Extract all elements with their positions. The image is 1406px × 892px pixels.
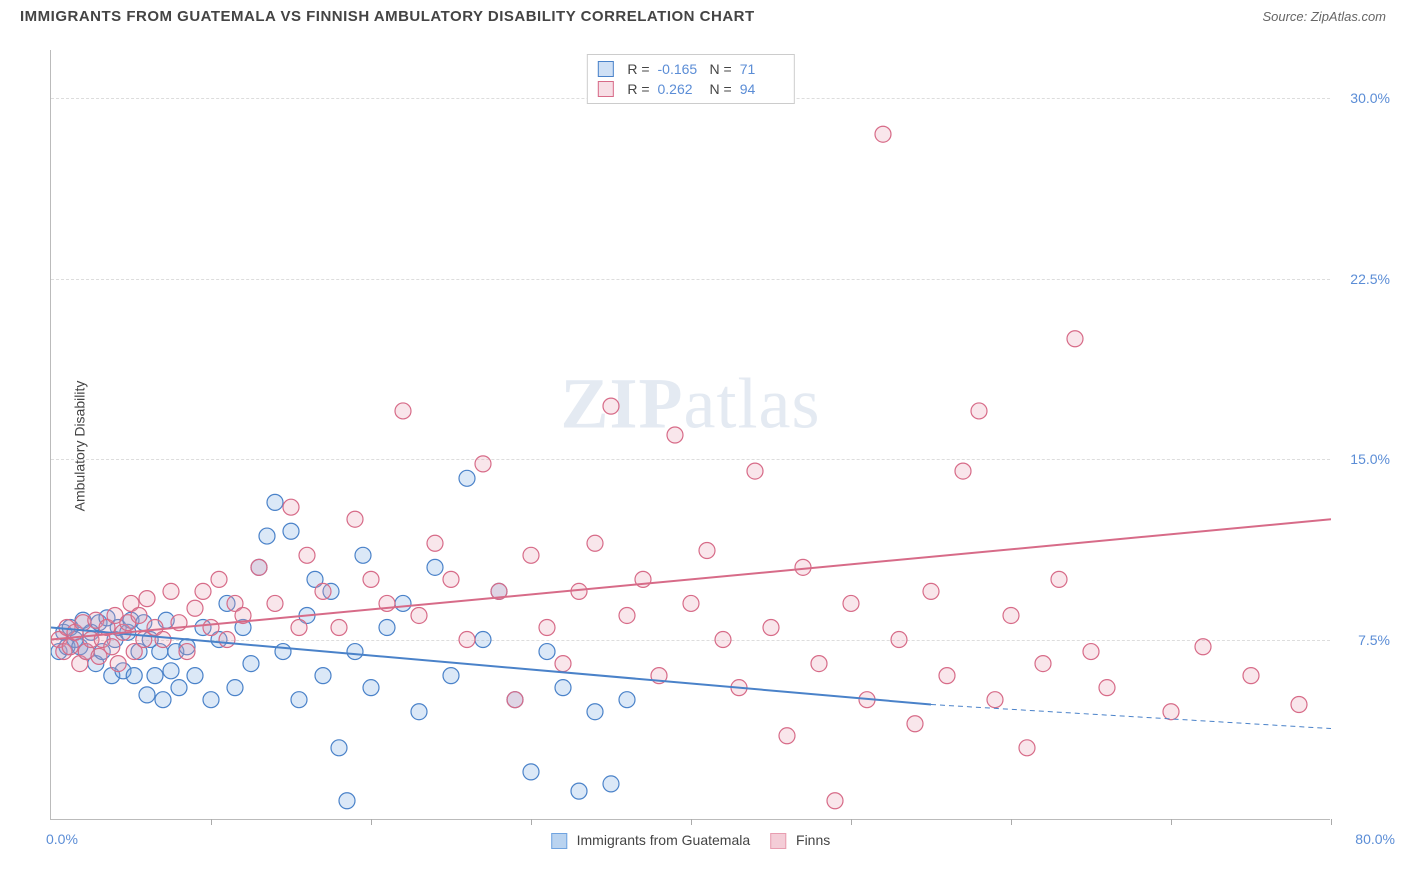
n-value-series2: 94 [740, 79, 784, 99]
r-value-series2: 0.262 [658, 79, 702, 99]
x-tick [1331, 819, 1332, 825]
regression-lines-layer [51, 50, 1331, 820]
swatch-series2 [597, 81, 613, 97]
n-value-series1: 71 [740, 59, 784, 79]
legend-label-series1: Immigrants from Guatemala [577, 832, 751, 848]
source-label: Source: ZipAtlas.com [1262, 9, 1386, 24]
r-value-series1: -0.165 [658, 59, 702, 79]
swatch-series2-icon [770, 833, 786, 849]
y-tick-label: 30.0% [1335, 90, 1390, 106]
x-origin-label: 0.0% [46, 831, 78, 847]
legend-item-series1: Immigrants from Guatemala [551, 832, 750, 849]
y-tick-label: 15.0% [1335, 451, 1390, 467]
y-tick-label: 22.5% [1335, 271, 1390, 287]
x-axis-legend: Immigrants from Guatemala Finns [551, 832, 831, 849]
swatch-series1-icon [551, 833, 567, 849]
legend-label-series2: Finns [796, 832, 830, 848]
x-max-label: 80.0% [1335, 831, 1395, 847]
swatch-series1 [597, 61, 613, 77]
stats-row-series1: R =-0.165 N =71 [597, 59, 783, 79]
chart-title: IMMIGRANTS FROM GUATEMALA VS FINNISH AMB… [20, 8, 755, 25]
legend-item-series2: Finns [770, 832, 830, 849]
stats-legend: R =-0.165 N =71 R =0.262 N =94 [586, 54, 794, 104]
stats-row-series2: R =0.262 N =94 [597, 79, 783, 99]
y-tick-label: 7.5% [1335, 632, 1390, 648]
scatter-plot: ZIPatlas R =-0.165 N =71 R =0.262 N =94 … [50, 50, 1330, 820]
